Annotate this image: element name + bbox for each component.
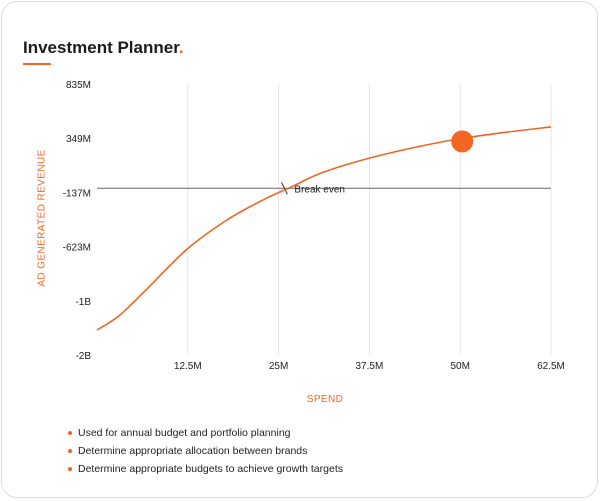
- x-tick-label: 62.5M: [537, 361, 565, 372]
- x-tick-label: 25M: [269, 361, 288, 372]
- feature-list-item: Determine appropriate allocation between…: [68, 442, 343, 460]
- revenue-line: [96, 126, 552, 331]
- feature-text: Used for annual budget and portfolio pla…: [78, 427, 291, 439]
- feature-list-item: Used for annual budget and portfolio pla…: [68, 424, 343, 442]
- y-tick-label: 349M: [66, 134, 91, 145]
- x-tick-label: 37.5M: [356, 361, 384, 372]
- tick-layer: 12.5M 25M 37.5M 50M 62.5M 835M 349M -137M -623M -…: [63, 80, 565, 372]
- title-text: Investment Planner: [23, 38, 179, 57]
- feature-text: Determine appropriate allocation between…: [78, 445, 308, 457]
- feature-list-item: Determine appropriate budgets to achieve…: [68, 460, 343, 478]
- grid-layer: [187, 84, 552, 355]
- bullet-dot: [68, 467, 72, 471]
- x-tick-label: 12.5M: [174, 361, 202, 372]
- bullet-dot: [68, 449, 72, 453]
- x-axis-label: SPEND: [306, 394, 344, 405]
- break-even-label: Break even: [294, 184, 345, 195]
- page-title: Investment Planner.: [23, 38, 184, 58]
- highlight-point[interactable]: [451, 130, 474, 153]
- y-tick-label: -1B: [75, 297, 91, 308]
- title-accent-dot: .: [178, 38, 184, 57]
- feature-text: Determine appropriate budgets to achieve…: [78, 463, 343, 475]
- break-even-layer: Break even: [97, 182, 551, 195]
- y-tick-label: -137M: [63, 188, 91, 199]
- y-tick-label: -623M: [63, 243, 91, 254]
- y-axis-label: AD GENERATED REVENUE: [36, 149, 48, 287]
- y-tick-label: -2B: [75, 351, 91, 362]
- bullet-dot: [68, 431, 72, 435]
- title-underline: [23, 63, 51, 65]
- feature-list: Used for annual budget and portfolio pla…: [68, 424, 343, 478]
- x-tick-label: 50M: [450, 361, 469, 372]
- y-tick-label: 835M: [66, 80, 91, 91]
- break-even-marker: [280, 182, 288, 195]
- series-layer: [96, 126, 552, 331]
